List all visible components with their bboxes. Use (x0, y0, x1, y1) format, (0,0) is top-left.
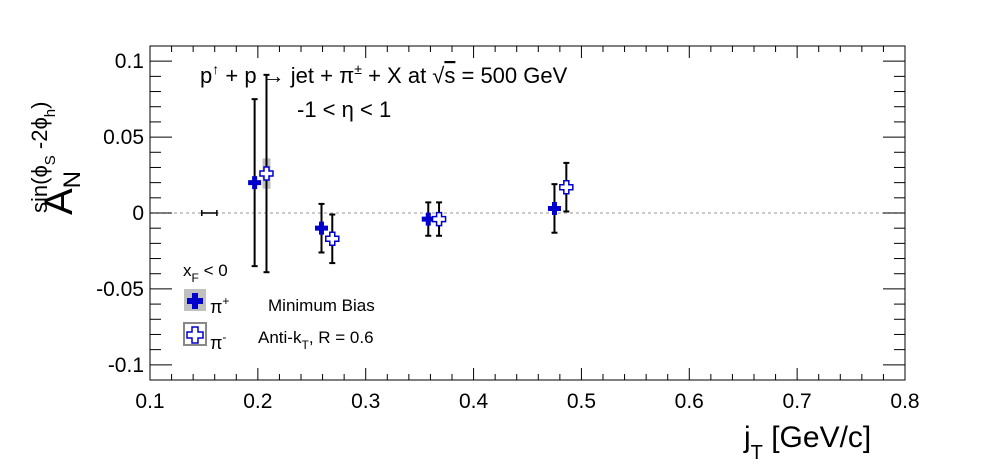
axis-ticks: 0.1 0.2 0.3 0.4 0.5 0.6 0.7 0.8 0.1 0.05 0 -0.05 -0.… (96, 45, 920, 413)
x-tick-label: 0.7 (783, 390, 812, 413)
y-tick-label: 0.05 (103, 126, 144, 149)
pi-minus-point (431, 211, 447, 227)
pi-minus-point (559, 179, 574, 195)
x-tick-label: 0.1 (135, 390, 164, 413)
x-tick-label: 0.3 (351, 390, 380, 413)
legend-pi-plus-marker (187, 293, 203, 309)
chart-title: p↑ + p → jet + π± + X at √s = 500 GeV (200, 61, 568, 88)
pi-plus-point (314, 221, 328, 235)
legend-pi-plus-label: π+ (210, 294, 229, 317)
x-tick-label: 0.6 (675, 390, 704, 413)
x-tick-label: 0.8 (890, 390, 919, 413)
data-points (201, 73, 574, 274)
pi-minus-point (325, 231, 340, 247)
y-axis-label-superscript: sin(ϕS -2ϕh) (27, 102, 59, 213)
pi-minus-point (259, 166, 274, 181)
x-tick-label: 0.4 (459, 390, 489, 413)
chart-subtitle: -1 < η < 1 (297, 97, 391, 122)
legend-pi-minus-marker (186, 326, 204, 344)
legend-pi-minus-label: π- (210, 330, 226, 353)
y-axis-label: AN sin(ϕS -2ϕh) (27, 102, 86, 215)
legend: xF < 0 π+ Minimum Bias π- Anti-kT, R = 0… (183, 261, 375, 353)
legend-xf-label: xF < 0 (183, 261, 228, 285)
legend-antikt: Anti-kT, R = 0.6 (258, 328, 374, 352)
pi-plus-point (248, 176, 262, 190)
pi-plus-point (547, 201, 561, 215)
y-tick-label: 0.1 (115, 50, 144, 73)
y-tick-label: 0 (132, 202, 144, 225)
y-tick-label: -0.05 (96, 278, 144, 301)
y-axis-label-main: AN (37, 171, 86, 215)
x-tick-label: 0.2 (243, 390, 272, 413)
legend-minbias: Minimum Bias (268, 296, 375, 315)
x-tick-label: 0.5 (567, 390, 596, 413)
x-axis-label: jT [GeV/c] (743, 421, 871, 464)
y-tick-label: -0.1 (108, 354, 144, 377)
pi-plus-point (421, 212, 435, 226)
